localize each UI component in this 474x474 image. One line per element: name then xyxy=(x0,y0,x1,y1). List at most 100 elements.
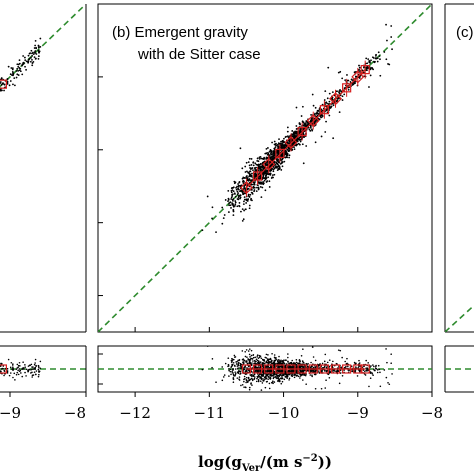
residual-point xyxy=(280,359,282,362)
data-point xyxy=(244,165,247,168)
data-point xyxy=(328,106,331,109)
residual-point xyxy=(222,376,225,378)
residual-point xyxy=(328,377,331,379)
panel-a-residual-point xyxy=(12,367,14,370)
data-point xyxy=(280,140,282,143)
panel-a-point xyxy=(37,51,40,53)
data-point xyxy=(243,196,246,199)
residual-point xyxy=(378,368,381,371)
residual-point xyxy=(311,346,314,348)
data-point xyxy=(344,79,347,82)
panel-a-residual-point xyxy=(3,374,5,377)
residual-point xyxy=(374,367,377,369)
data-point xyxy=(363,66,365,69)
data-point xyxy=(293,136,296,138)
residual-point xyxy=(269,373,272,376)
panel-a-residual-point xyxy=(15,373,18,376)
residual-point xyxy=(284,370,287,373)
residual-point xyxy=(387,382,389,384)
data-point xyxy=(241,167,244,170)
residual-point xyxy=(321,367,324,369)
residual-point xyxy=(290,362,293,365)
panel-a-residual-point xyxy=(9,372,12,374)
residual-point xyxy=(267,375,270,378)
residual-point xyxy=(345,365,347,368)
data-point xyxy=(268,161,271,164)
residual-point xyxy=(302,365,304,368)
data-point xyxy=(308,128,311,131)
data-point xyxy=(240,210,242,213)
data-point xyxy=(285,144,288,147)
data-point xyxy=(248,195,251,198)
data-point xyxy=(227,200,229,203)
panel-a-residual-point xyxy=(31,368,33,371)
data-point xyxy=(273,173,276,176)
data-point xyxy=(255,166,257,169)
data-point xyxy=(228,204,231,207)
data-point xyxy=(378,55,381,57)
residual-point xyxy=(243,366,246,368)
data-point xyxy=(246,170,248,173)
residual-point xyxy=(267,354,269,356)
data-point xyxy=(285,151,288,154)
residual-point xyxy=(327,373,330,376)
residual-point xyxy=(346,357,348,360)
residual-point xyxy=(238,359,241,361)
residual-point xyxy=(325,370,328,373)
panel-a-point xyxy=(34,39,37,42)
residual-point xyxy=(249,359,252,361)
panel-a-residual-point xyxy=(37,375,40,378)
residual-point xyxy=(305,383,307,385)
data-point xyxy=(338,90,341,92)
residual-point xyxy=(319,363,321,365)
residual-point xyxy=(248,369,251,371)
residual-point xyxy=(296,371,298,374)
panel-a-residual-point xyxy=(38,366,40,369)
panel-a-residual-point xyxy=(17,373,20,376)
panel-a-point xyxy=(27,54,30,57)
data-point xyxy=(296,143,299,146)
data-point xyxy=(271,168,274,170)
residual-point xyxy=(278,355,280,358)
x-axis-label-sub: Ver xyxy=(241,463,261,474)
residual-point xyxy=(236,365,239,367)
data-point xyxy=(323,99,326,101)
data-point xyxy=(252,161,255,164)
residual-point xyxy=(231,360,234,362)
residual-point xyxy=(331,366,334,369)
data-point xyxy=(266,152,269,154)
data-point xyxy=(370,59,372,62)
data-point xyxy=(270,156,272,159)
data-point xyxy=(301,105,304,108)
data-point xyxy=(252,183,254,186)
residual-point xyxy=(268,387,271,390)
data-point xyxy=(281,165,284,168)
residual-point xyxy=(232,381,235,384)
panel-a-point xyxy=(11,71,14,73)
residual-point xyxy=(300,365,303,368)
residual-point xyxy=(332,369,335,372)
panel-a-residual-point xyxy=(7,358,10,361)
residual-point xyxy=(231,358,233,360)
residual-point xyxy=(240,384,242,387)
residual-point xyxy=(257,374,260,377)
x-tick-label: −10 xyxy=(268,404,300,422)
panel-a-residual-point xyxy=(38,373,40,376)
data-point xyxy=(272,166,275,168)
panel-a-point xyxy=(31,62,34,64)
data-point xyxy=(245,199,248,202)
data-point xyxy=(232,190,235,193)
data-point xyxy=(309,126,312,129)
data-point xyxy=(237,188,240,190)
data-point xyxy=(301,143,304,146)
data-point xyxy=(366,67,368,70)
data-point xyxy=(248,157,251,160)
residual-point xyxy=(267,358,269,360)
panel-a-point xyxy=(25,68,27,71)
residual-point xyxy=(309,369,312,372)
data-point xyxy=(244,171,247,173)
data-point xyxy=(259,168,262,171)
residual-point xyxy=(272,377,275,380)
residual-point xyxy=(323,365,326,368)
